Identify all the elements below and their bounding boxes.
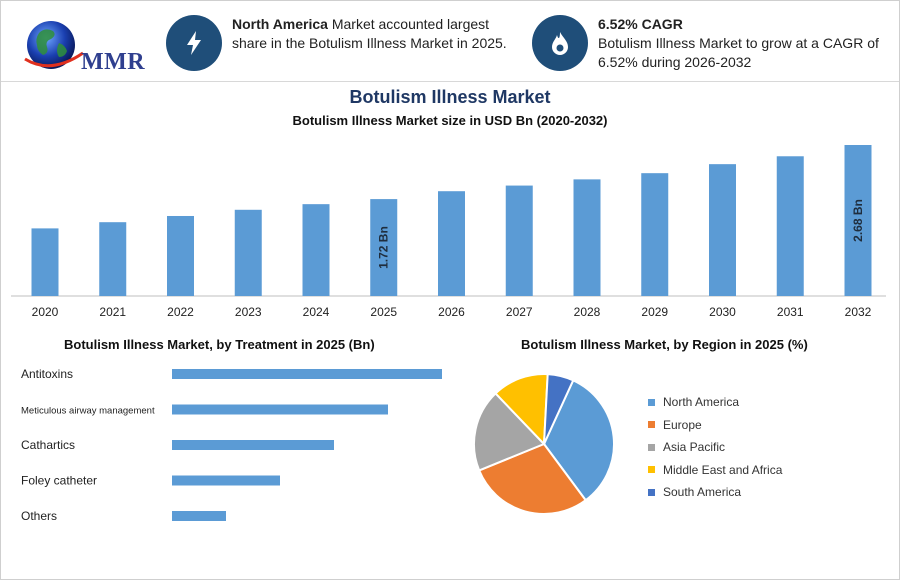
x-tick-label: 2030 <box>709 305 736 319</box>
legend-item: Asia Pacific <box>648 436 782 459</box>
legend-item: Middle East and Africa <box>648 459 782 482</box>
bar-chart-title: Botulism Illness Market size in USD Bn (… <box>292 113 608 128</box>
legend-item: North America <box>648 391 782 414</box>
bar-2022 <box>167 215 194 296</box>
bar-2028 <box>573 179 601 296</box>
region-legend: North America Europe Asia Pacific Middle Ea… <box>648 391 782 504</box>
slice-south-america <box>543 373 575 445</box>
slice-asia-pacific <box>473 392 546 472</box>
mmr-logo: MMR <box>19 15 145 79</box>
flame-drop-icon <box>532 15 588 71</box>
header-divider <box>1 81 899 82</box>
category-label: Foley catheter <box>21 474 97 488</box>
bar-2026 <box>438 191 465 296</box>
x-tick-label: 2028 <box>574 305 601 319</box>
legend-swatch <box>648 466 655 474</box>
x-tick-label: 2029 <box>641 305 668 319</box>
hbar-cathartics <box>172 440 334 450</box>
category-label: Others <box>21 509 57 523</box>
legend-swatch <box>648 488 655 496</box>
data-label-2025: 1.72 Bn <box>377 226 391 269</box>
info-cagr: 6.52% CAGR Botulism Illness Market to gr… <box>532 15 892 72</box>
hbar-antitoxins <box>172 369 442 379</box>
cagr-description: Botulism Illness Market to grow at a CAG… <box>598 35 879 70</box>
legend-label: South America <box>663 485 742 500</box>
legend-swatch <box>648 421 655 429</box>
info-north-america: North America Market accounted largest s… <box>166 15 516 71</box>
main-title: Botulism Illness Market <box>349 87 551 107</box>
category-label: Cathartics <box>21 438 75 452</box>
treatment-bar-chart: Antitoxins Meticulous airway management Ca… <box>21 367 442 523</box>
data-label-2032: 2.68 Bn <box>851 199 865 242</box>
x-tick-label: 2032 <box>845 305 872 319</box>
legend-label: Europe <box>663 417 702 432</box>
legend-item: South America <box>648 481 782 504</box>
legend-label: Middle East and Africa <box>663 462 783 477</box>
category-label: Antitoxins <box>21 367 73 381</box>
x-tick-label: 2020 <box>32 305 59 319</box>
bar-2024 <box>302 204 330 296</box>
hbar-others <box>172 511 226 521</box>
bar-2032 <box>844 145 872 296</box>
info-cagr-text: 6.52% CAGR Botulism Illness Market to gr… <box>598 15 892 72</box>
legend-swatch <box>648 398 655 406</box>
x-tick-label: 2027 <box>506 305 533 319</box>
bar-2031 <box>776 156 804 296</box>
bar-2023 <box>234 209 262 296</box>
slice-north-america <box>542 379 615 502</box>
bar-2025 <box>370 199 398 296</box>
globe-icon <box>24 21 84 69</box>
hbar-meticulous-airway-management <box>172 404 388 415</box>
bar-2029 <box>641 173 669 296</box>
slice-europe <box>477 442 588 515</box>
category-label: Meticulous airway management <box>21 406 155 417</box>
x-tick-label: 2024 <box>303 305 330 319</box>
region-pie-chart <box>473 373 615 515</box>
region-chart-title: Botulism Illness Market, by Region in 20… <box>521 337 808 352</box>
x-tick-label: 2021 <box>99 305 126 319</box>
logo-text: MMR <box>81 49 146 75</box>
lightning-icon <box>166 15 222 71</box>
treatment-chart-title: Botulism Illness Market, by Treatment in… <box>64 337 375 352</box>
bar-2021 <box>99 222 127 296</box>
bar-2027 <box>505 185 533 296</box>
bar-2020 <box>31 228 59 296</box>
x-tick-label: 2023 <box>235 305 262 319</box>
hbar-foley-catheter <box>172 475 280 486</box>
legend-swatch <box>648 443 655 451</box>
market-size-bar-chart: 2020 2021 2022 2023 2024 2025 1.72 Bn 2026 2027 2… <box>11 145 886 319</box>
x-tick-label: 2031 <box>777 305 804 319</box>
x-tick-label: 2022 <box>167 305 194 319</box>
legend-label: Asia Pacific <box>663 440 726 455</box>
info-north-america-text: North America Market accounted largest s… <box>232 16 507 51</box>
x-tick-label: 2026 <box>438 305 465 319</box>
legend-label: North America <box>663 395 740 410</box>
slice-middle-east-and-africa <box>494 373 549 447</box>
cagr-value: 6.52% CAGR <box>598 16 683 32</box>
bar-2030 <box>709 164 736 296</box>
legend-item: Europe <box>648 414 782 437</box>
x-tick-label: 2025 <box>370 305 397 319</box>
